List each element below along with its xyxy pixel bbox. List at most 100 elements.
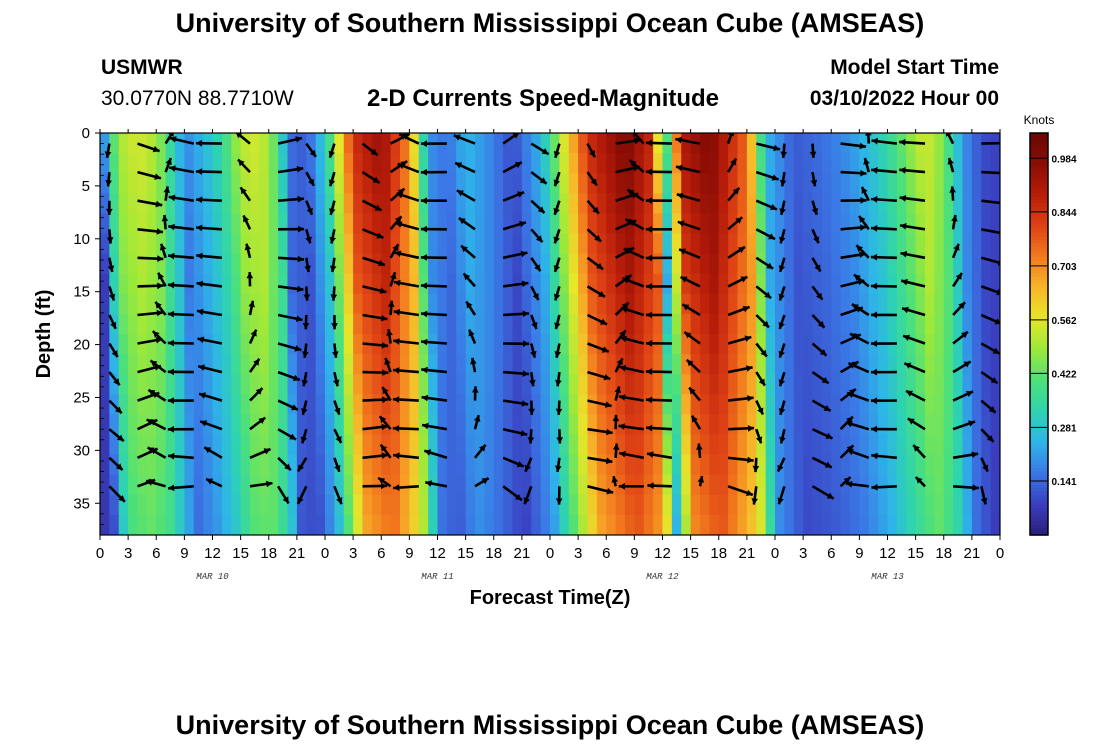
heatmap-cell xyxy=(728,535,738,556)
heatmap-cell xyxy=(315,474,326,496)
heatmap-cell xyxy=(971,313,982,335)
heatmap-cell xyxy=(578,293,589,315)
heatmap-cell xyxy=(587,514,598,535)
heatmap-cell xyxy=(100,394,110,415)
heatmap-cell xyxy=(775,414,785,436)
heatmap-cell xyxy=(446,374,457,395)
heatmap-cell xyxy=(371,313,382,335)
current-arrow xyxy=(615,137,641,145)
station-id: USMWR xyxy=(101,56,183,79)
colorbar-segment xyxy=(1030,193,1048,198)
heatmap-cell xyxy=(390,293,401,315)
heatmap-cell xyxy=(400,514,410,535)
colorbar-segment xyxy=(1030,424,1048,429)
heatmap-cell xyxy=(850,434,860,456)
heatmap-cell xyxy=(343,494,354,516)
heatmap-cell xyxy=(184,193,195,214)
heatmap-cell xyxy=(418,173,429,194)
heatmap-cell xyxy=(437,213,448,235)
colorbar-segment xyxy=(1030,478,1048,482)
heatmap-cell xyxy=(606,273,617,295)
heatmap-cell xyxy=(981,313,992,335)
current-arrow xyxy=(586,256,604,271)
current-arrow xyxy=(586,228,602,243)
heatmap-cell xyxy=(287,213,298,235)
heatmap-cell xyxy=(690,173,701,194)
heatmap-cell xyxy=(990,474,1000,496)
heatmap-cell xyxy=(803,253,814,275)
current-arrow xyxy=(840,197,867,204)
current-arrow xyxy=(296,485,308,505)
heatmap-cell xyxy=(409,494,420,516)
heatmap-cell xyxy=(653,293,664,315)
current-arrow xyxy=(167,281,194,289)
heatmap-cell xyxy=(943,514,954,535)
heatmap-cell xyxy=(896,313,907,335)
heatmap-cell xyxy=(943,394,954,415)
heatmap-cell xyxy=(606,354,617,375)
heatmap-cell xyxy=(465,394,476,415)
x-tick-label: 6 xyxy=(602,545,610,562)
x-tick-label: 15 xyxy=(457,545,474,562)
colorbar-segment xyxy=(1030,173,1048,178)
heatmap-cell xyxy=(146,153,157,174)
heatmap-cell xyxy=(728,173,739,194)
current-arrow xyxy=(378,415,392,431)
heatmap-cell xyxy=(287,173,298,194)
current-arrow xyxy=(903,362,926,374)
heatmap-cell xyxy=(775,293,785,315)
heatmap-cell xyxy=(896,414,907,436)
heatmap-cell xyxy=(484,253,495,275)
y-tick-label: 10 xyxy=(73,231,90,248)
heatmap-cell xyxy=(700,173,710,194)
heatmap-cell xyxy=(840,474,851,496)
heatmap-cell xyxy=(709,193,720,214)
heatmap-cell xyxy=(840,293,851,315)
heatmap-cell xyxy=(821,313,832,335)
chart-subtitle: 2-D Currents Speed-Magnitude xyxy=(367,85,720,112)
current-arrow xyxy=(277,285,304,293)
heatmap-cell xyxy=(128,213,139,235)
heatmap-cell xyxy=(625,454,635,476)
current-arrow xyxy=(853,273,870,288)
current-arrow xyxy=(778,286,786,301)
heatmap-cell xyxy=(653,173,664,194)
heatmap-cell xyxy=(428,334,439,355)
heatmap-cell xyxy=(812,354,823,375)
heatmap-cell xyxy=(981,474,992,496)
current-arrow xyxy=(393,484,419,491)
heatmap-cell xyxy=(390,494,401,516)
heatmap-cell xyxy=(559,354,570,375)
heatmap-cell xyxy=(934,374,945,395)
heatmap-cell xyxy=(353,313,364,335)
heatmap-cell xyxy=(343,193,354,214)
heatmap-cell xyxy=(868,374,879,395)
heatmap-cell xyxy=(540,293,551,315)
heatmap-cell xyxy=(512,514,523,535)
heatmap-cell xyxy=(493,193,504,214)
current-arrow xyxy=(845,420,870,431)
current-arrow xyxy=(612,414,620,430)
heatmap-cell xyxy=(184,213,195,235)
heatmap-cell xyxy=(643,354,654,375)
heatmap-cell xyxy=(775,514,785,535)
heatmap-cell xyxy=(203,474,214,496)
heatmap-cell xyxy=(296,293,307,315)
current-arrow xyxy=(474,476,490,488)
current-arrow xyxy=(377,476,392,488)
colorbar-segment xyxy=(1030,159,1048,164)
current-arrow xyxy=(305,171,316,187)
heatmap-cell xyxy=(859,334,870,355)
heatmap-cell xyxy=(821,193,832,214)
heatmap-cell xyxy=(296,354,307,375)
heatmap-cell xyxy=(962,193,973,214)
heatmap-cell xyxy=(428,253,439,275)
heatmap-cell xyxy=(390,354,401,375)
heatmap-cell xyxy=(606,374,617,395)
heatmap-cell xyxy=(728,374,739,395)
heatmap-cell xyxy=(596,474,607,496)
heatmap-cell xyxy=(250,514,260,535)
heatmap-cell xyxy=(709,213,720,235)
current-arrow xyxy=(167,252,194,260)
heatmap-cell xyxy=(231,374,242,395)
